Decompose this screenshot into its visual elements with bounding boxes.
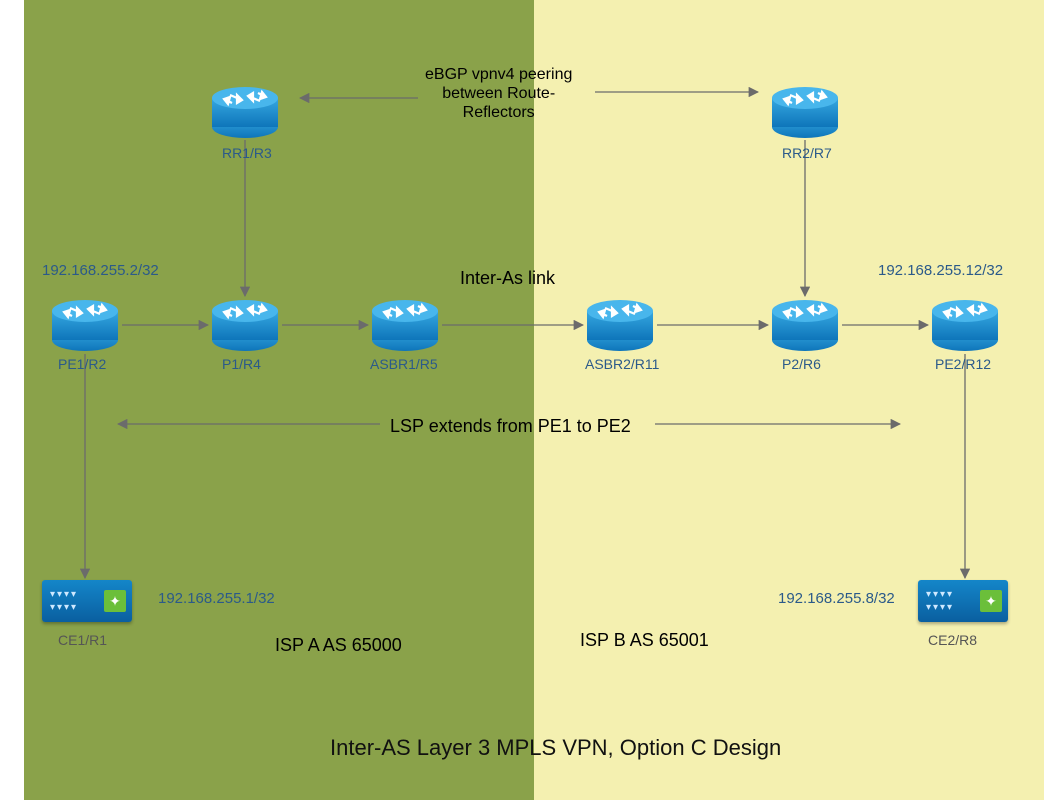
label-rr2: RR2/R7 [782, 145, 832, 161]
router-pe1 [50, 298, 120, 352]
ce2-ports-icon: ▾▾▾▾ [926, 589, 954, 600]
ce1-indicator-icon: ✦ [104, 590, 126, 612]
diagram-canvas: ▾▾▾▾ ▾▾▾▾ ✦ ▾▾▾▾ ▾▾▾▾ ✦ RR1/R3 RR2/R7 PE… [0, 0, 1064, 800]
ce1-device: ▾▾▾▾ ▾▾▾▾ ✦ [42, 580, 132, 622]
label-asbr1: ASBR1/R5 [370, 356, 438, 372]
router-pe2 [930, 298, 1000, 352]
label-asbr2: ASBR2/R11 [585, 356, 659, 372]
ce2-ports2-icon: ▾▾▾▾ [926, 602, 954, 613]
isp-a-label: ISP A AS 65000 [275, 635, 402, 656]
router-asbr1 [370, 298, 440, 352]
isp-b-label: ISP B AS 65001 [580, 630, 709, 651]
router-rr1 [210, 85, 280, 139]
label-ce1: CE1/R1 [58, 632, 107, 648]
annotation-ebgp-line1: eBGP vpnv4 peering [425, 66, 572, 83]
router-p1 [210, 298, 280, 352]
diagram-title: Inter-AS Layer 3 MPLS VPN, Option C Desi… [330, 735, 781, 761]
ce1-ports2-icon: ▾▾▾▾ [50, 602, 78, 613]
annotation-lsp: LSP extends from PE1 to PE2 [390, 416, 631, 437]
label-p2: P2/R6 [782, 356, 821, 372]
label-p1: P1/R4 [222, 356, 261, 372]
router-rr2 [770, 85, 840, 139]
label-rr1: RR1/R3 [222, 145, 272, 161]
annotation-ebgp-line2: between Route- [442, 85, 555, 102]
ip-pe2: 192.168.255.12/32 [878, 262, 1003, 279]
ce2-indicator-icon: ✦ [980, 590, 1002, 612]
annotation-ebgp: eBGP vpnv4 peering between Route- Reflec… [425, 65, 572, 123]
ce1-ports-icon: ▾▾▾▾ [50, 589, 78, 600]
router-asbr2 [585, 298, 655, 352]
label-pe1: PE1/R2 [58, 356, 106, 372]
ip-ce1: 192.168.255.1/32 [158, 590, 275, 607]
ip-pe1: 192.168.255.2/32 [42, 262, 159, 279]
router-p2 [770, 298, 840, 352]
annotation-interas: Inter-As link [460, 268, 555, 289]
label-pe2: PE2/R12 [935, 356, 991, 372]
annotation-ebgp-line3: Reflectors [463, 104, 535, 121]
ip-ce2: 192.168.255.8/32 [778, 590, 895, 607]
label-ce2: CE2/R8 [928, 632, 977, 648]
ce2-device: ▾▾▾▾ ▾▾▾▾ ✦ [918, 580, 1008, 622]
